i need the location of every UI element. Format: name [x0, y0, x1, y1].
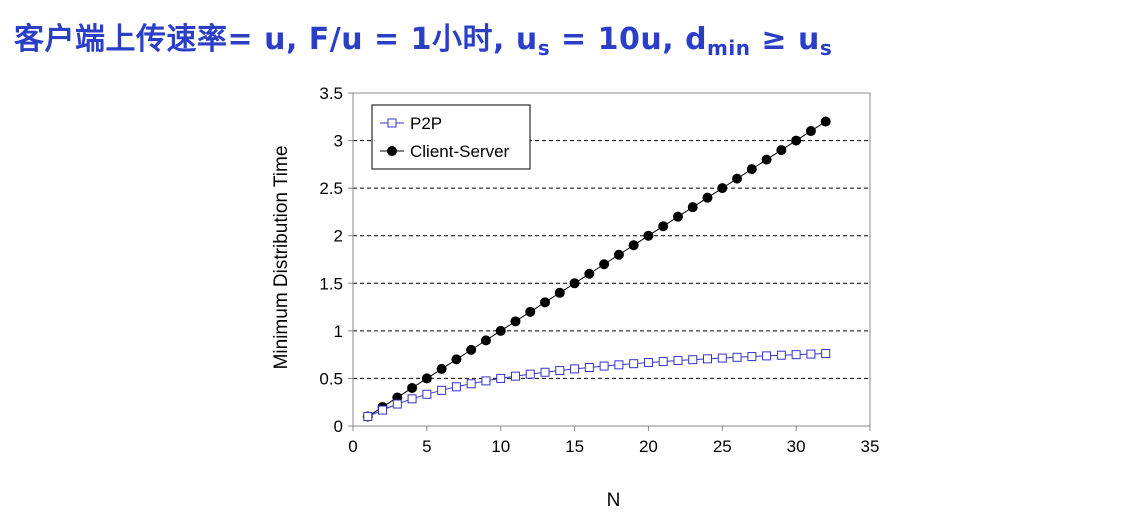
y-axis-label: Minimum Distribution Time — [271, 146, 292, 370]
x-tick-label: 35 — [861, 437, 880, 456]
p2p-point — [762, 351, 772, 361]
p2p-point — [717, 353, 727, 363]
client-server-point — [510, 316, 521, 327]
client-server-point — [613, 249, 624, 260]
p2p-point — [422, 389, 432, 399]
client-server-point — [687, 202, 698, 213]
x-tick-label: 20 — [639, 437, 658, 456]
p2p-point — [791, 350, 801, 360]
x-tick-label: 5 — [422, 437, 431, 456]
client-server-point — [540, 297, 551, 308]
client-server-point — [480, 335, 491, 346]
y-tick-label: 2 — [334, 227, 343, 246]
client-server-point — [599, 259, 610, 270]
x-axis-label: N — [607, 490, 621, 511]
p2p-point — [555, 366, 565, 376]
client-server-point — [702, 192, 713, 203]
legend-label-p2p: P2P — [410, 114, 442, 133]
p2p-point — [747, 352, 757, 362]
client-server-point — [791, 135, 802, 146]
p2p-point — [688, 355, 698, 365]
legend-box — [371, 104, 531, 170]
client-server-point — [658, 221, 669, 232]
p2p-point — [481, 376, 491, 386]
p2p-point — [378, 405, 388, 415]
axes: 0 0.5 1 1.5 2 2.5 3 3.5 0 5 10 15 20 25 30 35 — [319, 84, 879, 456]
p2p-point — [363, 411, 373, 421]
x-tick-label: 15 — [565, 437, 584, 456]
p2p-point — [732, 352, 742, 362]
client-server-point — [628, 240, 639, 251]
x-tick-label: 10 — [491, 437, 510, 456]
p2p-point — [540, 367, 550, 377]
legend-label-client-server: Client-Server — [410, 142, 510, 161]
client-server-point — [451, 354, 462, 365]
y-tick-label: 1.5 — [319, 274, 343, 293]
client-server-point — [569, 278, 580, 289]
client-server-point — [717, 183, 728, 194]
page-title: 客户端上传速率= u, F/u = 1小时, us = 10u, dmin ≥ … — [14, 22, 833, 60]
y-tick-label: 1 — [334, 322, 343, 341]
y-tick-label: 2.5 — [319, 179, 343, 198]
p2p-point — [821, 349, 831, 359]
client-server-point — [732, 173, 743, 184]
client-server-point — [525, 306, 536, 317]
y-tick-label: 0 — [334, 417, 343, 436]
client-server-point — [554, 287, 565, 298]
p2p-point — [570, 364, 580, 374]
client-server-point — [466, 344, 477, 355]
client-server-point — [746, 164, 757, 175]
p2p-point — [806, 349, 816, 359]
client-server-point — [820, 116, 831, 127]
client-server-point — [495, 325, 506, 336]
p2p-point — [643, 358, 653, 368]
p2p-point — [629, 359, 639, 369]
x-tick-label: 30 — [787, 437, 806, 456]
p2p-point — [525, 369, 535, 379]
p2p-point — [437, 385, 447, 395]
legend: P2P Client-Server — [371, 104, 531, 170]
client-server-point — [643, 230, 654, 241]
p2p-point — [510, 371, 520, 381]
p2p-point — [614, 360, 624, 370]
legend-marker-client-server — [387, 146, 397, 156]
p2p-point — [451, 382, 461, 392]
client-server-point — [584, 268, 595, 279]
x-tick-label: 25 — [713, 437, 732, 456]
y-tick-label: 3.5 — [319, 84, 343, 103]
x-tick-label: 0 — [348, 437, 357, 456]
client-server-point — [776, 145, 787, 156]
p2p-point — [776, 350, 786, 360]
client-server-point — [436, 363, 447, 374]
p2p-point — [599, 361, 609, 371]
p2p-point — [407, 394, 417, 404]
p2p-point — [703, 354, 713, 364]
y-tick-label: 0.5 — [319, 369, 343, 388]
p2p-point — [658, 357, 668, 367]
client-server-point — [407, 382, 418, 393]
p2p-series-line — [367, 353, 826, 417]
p2p-point — [673, 356, 683, 366]
client-server-point — [672, 211, 683, 222]
client-server-point — [421, 373, 432, 384]
series — [362, 116, 831, 422]
p2p-point — [584, 362, 594, 372]
p2p-point — [392, 399, 402, 409]
client-server-point — [761, 154, 772, 165]
p2p-point — [466, 379, 476, 389]
p2p-point — [496, 373, 506, 383]
y-tick-label: 3 — [334, 132, 343, 151]
legend-marker-p2p — [387, 118, 397, 128]
client-server-point — [805, 126, 816, 137]
